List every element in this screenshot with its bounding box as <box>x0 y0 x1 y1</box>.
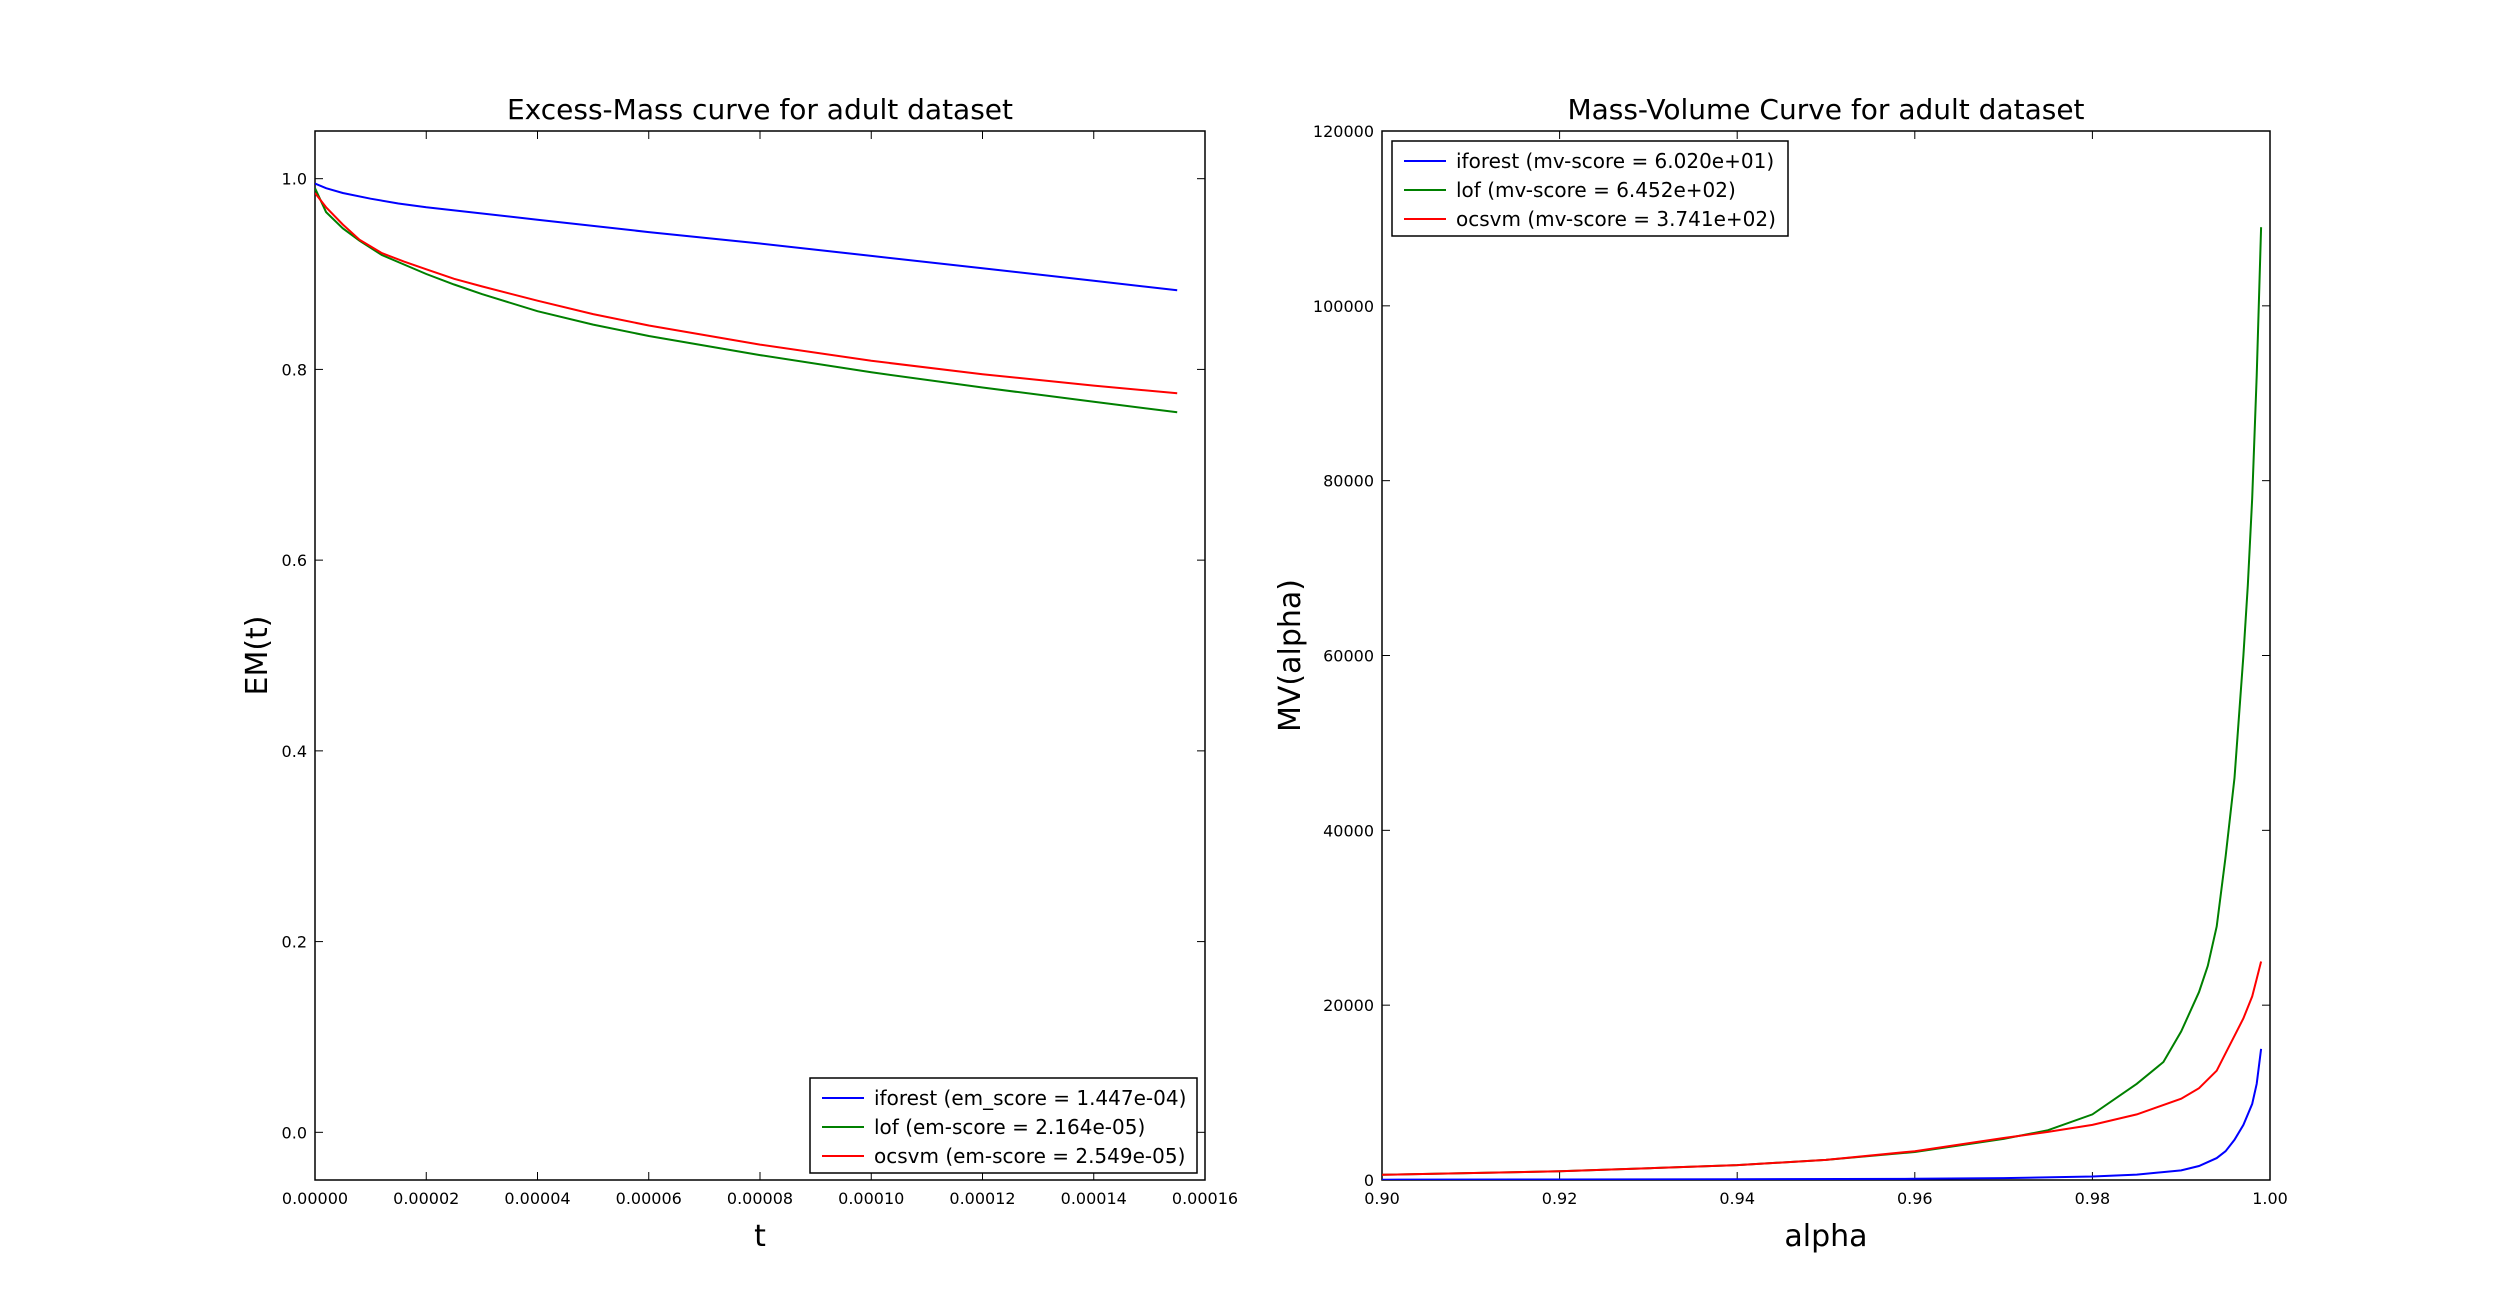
x-tick-label: 0.00014 <box>1061 1189 1127 1208</box>
x-tick-label: 0.00012 <box>949 1189 1015 1208</box>
y-tick-label: 1.0 <box>282 170 307 189</box>
legend-label: iforest (mv-score = 6.020e+01) <box>1456 149 1774 173</box>
y-tick-label: 0.4 <box>282 742 307 761</box>
y-tick-label: 0.6 <box>282 551 307 570</box>
x-tick-label: 0.00016 <box>1172 1189 1238 1208</box>
x-tick-label: 0.92 <box>1542 1189 1578 1208</box>
x-tick-label: 0.00004 <box>504 1189 570 1208</box>
series-line-ocsvm <box>1382 961 2263 1176</box>
y-tick-label: 0 <box>1364 1171 1374 1190</box>
legend-label: ocsvm (em-score = 2.549e-05) <box>874 1144 1185 1168</box>
x-tick-label: 0.00010 <box>838 1189 904 1208</box>
y-tick-label: 100000 <box>1313 297 1374 316</box>
y-tick-label: 0.8 <box>282 360 307 379</box>
x-tick-label: 0.90 <box>1364 1189 1400 1208</box>
legend-label: iforest (em_score = 1.447e-04) <box>874 1086 1186 1110</box>
y-tick-label: 20000 <box>1323 996 1374 1015</box>
legend-label: ocsvm (mv-score = 3.741e+02) <box>1456 207 1776 231</box>
series-line-lof <box>315 187 1178 414</box>
legend: iforest (em_score = 1.447e-04) lof (em-sc… <box>809 1077 1198 1174</box>
y-axis-label: MV(alpha) <box>1273 579 1308 732</box>
y-tick-label: 60000 <box>1323 647 1374 666</box>
legend-label: lof (em-score = 2.164e-05) <box>874 1115 1145 1139</box>
chart-title: Mass-Volume Curve for adult dataset <box>1567 93 2084 126</box>
y-tick-label: 40000 <box>1323 821 1374 840</box>
legend-box <box>1391 140 1789 237</box>
series-line-iforest <box>1382 1048 2263 1180</box>
x-tick-label: 0.96 <box>1897 1189 1933 1208</box>
x-axis-label: t <box>754 1219 766 1254</box>
x-tick-label: 1.00 <box>2252 1189 2288 1208</box>
x-tick-label: 0.98 <box>2075 1189 2111 1208</box>
plot-frame <box>1381 130 2271 1181</box>
series-line-iforest <box>315 182 1178 292</box>
chart-title: Excess-Mass curve for adult dataset <box>507 93 1013 126</box>
x-tick-label: 0.00000 <box>282 1189 348 1208</box>
y-tick-label: 0.2 <box>282 933 307 952</box>
y-tick-label: 120000 <box>1313 122 1374 141</box>
series-line-ocsvm <box>315 192 1178 395</box>
x-tick-label: 0.00006 <box>616 1189 682 1208</box>
legend-box <box>809 1077 1198 1174</box>
plot-frame <box>314 130 1206 1181</box>
chart-1: Excess-Mass curve for adult dataset 0.000… <box>240 93 1238 1254</box>
x-axis-label: alpha <box>1784 1219 1867 1254</box>
x-tick-label: 0.00002 <box>393 1189 459 1208</box>
x-tick-label: 0.94 <box>1719 1189 1755 1208</box>
x-tick-label: 0.00008 <box>727 1189 793 1208</box>
y-tick-label: 80000 <box>1323 472 1374 491</box>
legend-label: lof (mv-score = 6.452e+02) <box>1456 178 1736 202</box>
y-axis-label: EM(t) <box>240 615 275 695</box>
legend: iforest (mv-score = 6.020e+01) lof (mv-sc… <box>1391 140 1789 237</box>
y-tick-label: 0.0 <box>282 1123 307 1142</box>
